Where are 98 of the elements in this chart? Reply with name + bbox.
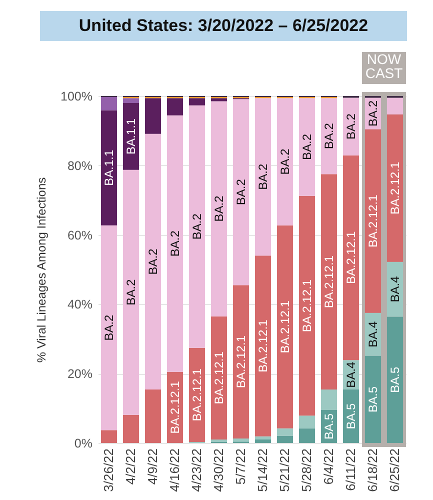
x-tick-label: 4/2/22 bbox=[123, 448, 138, 485]
bar bbox=[232, 285, 250, 438]
bar bbox=[144, 98, 162, 134]
y-tick-label: 20% bbox=[67, 367, 92, 382]
text: BA.2 bbox=[278, 148, 292, 175]
text: BA.2 bbox=[190, 214, 204, 240]
x-tick-label: 5/21/22 bbox=[277, 448, 292, 492]
bar bbox=[100, 97, 118, 110]
bar bbox=[320, 390, 338, 410]
chart-title: United States: 3/20/2022 – 6/25/2022 bbox=[40, 11, 407, 41]
bar bbox=[276, 225, 294, 428]
y-tick-label: 100% bbox=[60, 90, 92, 104]
band-label: NOW CAST bbox=[365, 51, 404, 81]
text: BA.2.12.1 bbox=[168, 381, 182, 434]
text: BA.2.12.1 bbox=[278, 300, 292, 354]
x-tick-label: 5/14/22 bbox=[255, 448, 270, 492]
text: BA.2 bbox=[212, 196, 226, 222]
text: BA.2 bbox=[234, 179, 248, 206]
bar bbox=[320, 98, 338, 174]
text: BA.2 bbox=[168, 230, 182, 257]
bar bbox=[188, 98, 206, 106]
x-tick-label: 4/16/22 bbox=[167, 448, 182, 492]
x-tick-label: 3/26/22 bbox=[101, 448, 116, 492]
bar bbox=[100, 110, 118, 226]
bar bbox=[166, 98, 184, 116]
bar bbox=[298, 416, 316, 428]
x-tick-label: 6/18/22 bbox=[365, 448, 380, 492]
bar bbox=[122, 170, 140, 415]
text: BA.2.12.1 bbox=[190, 368, 204, 422]
bar bbox=[210, 316, 228, 440]
text: BA.2 bbox=[146, 248, 160, 275]
bar bbox=[364, 129, 382, 313]
bar bbox=[232, 99, 250, 286]
bar bbox=[232, 438, 250, 442]
text: BA.2.12.1 bbox=[366, 194, 380, 248]
bar bbox=[144, 390, 162, 443]
bar bbox=[386, 98, 404, 114]
bar bbox=[144, 134, 162, 390]
series-label: BA.2.12.1 bbox=[256, 319, 270, 372]
bar bbox=[100, 225, 118, 430]
y-axis-title: % Viral Lineages Among Infections bbox=[34, 177, 49, 363]
bar bbox=[254, 436, 272, 440]
text: BA.4 bbox=[388, 276, 402, 302]
bar bbox=[386, 316, 404, 443]
text: BA.2 bbox=[124, 279, 138, 306]
x-tick-label: 4/30/22 bbox=[211, 448, 226, 492]
bar bbox=[298, 196, 316, 416]
text: BA.2.12.1 bbox=[300, 279, 314, 332]
text: BA.2 bbox=[344, 114, 358, 140]
text: BA.2.12.1 bbox=[212, 352, 226, 404]
text: BA.5 bbox=[366, 386, 380, 412]
text: BA.2.12.1 bbox=[234, 335, 248, 388]
x-tick-label: 6/4/22 bbox=[321, 448, 336, 485]
text: BA.2 bbox=[366, 100, 380, 127]
text: BA.2 bbox=[300, 134, 314, 160]
bar bbox=[320, 174, 338, 390]
text: BA.2.12.1 bbox=[388, 162, 402, 214]
bar bbox=[254, 256, 272, 436]
text: BA.4 bbox=[366, 321, 380, 348]
bar bbox=[166, 115, 184, 372]
y-tick-label: 0% bbox=[74, 436, 92, 450]
text: BA.5 bbox=[344, 403, 358, 430]
series-label: BA.4 bbox=[344, 361, 358, 388]
text: BA.2.12.1 bbox=[322, 255, 336, 308]
bar bbox=[276, 436, 294, 443]
text: BA.2.12.1 bbox=[344, 231, 358, 284]
y-tick-label: 40% bbox=[67, 298, 92, 312]
x-tick-label: 6/11/22 bbox=[343, 448, 358, 491]
text: BA.1.1 bbox=[124, 118, 138, 154]
x-tick-label: 6/25/22 bbox=[387, 448, 402, 492]
bar bbox=[100, 430, 118, 443]
x-tick-label: 4/23/22 bbox=[189, 448, 204, 492]
bar bbox=[342, 98, 360, 156]
x-tick-label: 5/7/22 bbox=[233, 448, 248, 485]
y-tick-label: 60% bbox=[67, 228, 92, 242]
bar bbox=[342, 155, 360, 360]
bar bbox=[210, 101, 228, 316]
bar bbox=[276, 428, 294, 436]
bar bbox=[276, 98, 294, 226]
text: BA.2 bbox=[322, 123, 336, 150]
x-tick-label: 4/9/22 bbox=[145, 448, 160, 485]
bar bbox=[386, 114, 404, 262]
bar bbox=[298, 98, 316, 196]
bar bbox=[364, 356, 382, 443]
text: BA.5 bbox=[388, 366, 402, 393]
bar bbox=[210, 98, 228, 102]
bar bbox=[254, 98, 272, 256]
bar bbox=[254, 440, 272, 443]
bar bbox=[122, 414, 140, 443]
y-tick-label: 80% bbox=[67, 158, 92, 173]
x-tick-label: 5/28/22 bbox=[299, 448, 314, 492]
series-label: BA.2 bbox=[256, 164, 270, 190]
text: BA.2 bbox=[102, 314, 116, 341]
bar bbox=[188, 105, 206, 348]
bar bbox=[298, 428, 316, 443]
bar bbox=[122, 98, 140, 103]
series-label: BA.5 bbox=[322, 413, 336, 440]
series-label: BA.1.1 bbox=[102, 149, 116, 186]
